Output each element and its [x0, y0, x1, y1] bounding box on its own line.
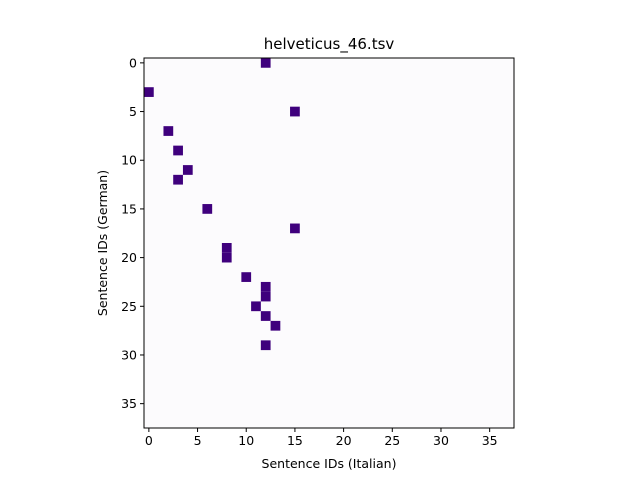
x-tick-label: 10: [238, 433, 254, 448]
y-tick-label: 0: [129, 55, 137, 70]
y-tick-label: 20: [121, 250, 137, 265]
heatmap-cell: [290, 106, 300, 117]
x-tick-label: 30: [433, 433, 449, 448]
plot-frame: [143, 57, 515, 429]
heatmap-cell: [202, 204, 213, 214]
heatmap-cell: [260, 281, 271, 292]
x-tick-label: 25: [384, 433, 400, 448]
heatmap-cell: [221, 243, 232, 253]
heatmap-cells: [144, 58, 300, 351]
heatmap-cell: [173, 145, 183, 156]
heatmap-cell: [270, 320, 281, 331]
heatmap-background: [144, 58, 514, 428]
heatmap-cell: [251, 301, 261, 312]
heatmap-cell: [290, 223, 300, 234]
x-tick-label: 15: [287, 433, 303, 448]
chart-title: helveticus_46.tsv: [264, 35, 395, 54]
heatmap-cell: [144, 87, 154, 97]
plot-background: [144, 58, 514, 428]
y-axis-label: Sentence IDs (German): [95, 170, 110, 316]
heatmap-cell: [260, 291, 271, 302]
x-tick-label: 35: [482, 433, 498, 448]
heatmap-cell: [163, 126, 174, 136]
heatmap-cell: [260, 340, 271, 351]
x-axis-ticks: 0 5 10 15 20 25 30 35: [145, 428, 498, 448]
heatmap-cell: [173, 174, 183, 185]
y-tick-label: 15: [121, 201, 137, 216]
y-tick-label: 25: [121, 299, 137, 314]
x-tick-label: 5: [194, 433, 202, 448]
y-tick-label: 30: [121, 347, 137, 362]
y-axis-ticks: 0 5 10 15 20 25 30 35: [121, 55, 144, 411]
x-axis-label: Sentence IDs (Italian): [262, 456, 397, 471]
heatmap-cell: [260, 311, 271, 321]
y-tick-label: 5: [129, 104, 137, 119]
y-tick-label: 10: [121, 153, 137, 168]
x-tick-label: 20: [336, 433, 352, 448]
x-tick-label: 0: [145, 433, 153, 448]
heatmap-cell: [182, 165, 193, 175]
heatmap-cell: [241, 272, 252, 282]
heatmap-cell: [260, 58, 271, 68]
heatmap-cell: [221, 252, 232, 263]
y-tick-label: 35: [121, 396, 137, 411]
